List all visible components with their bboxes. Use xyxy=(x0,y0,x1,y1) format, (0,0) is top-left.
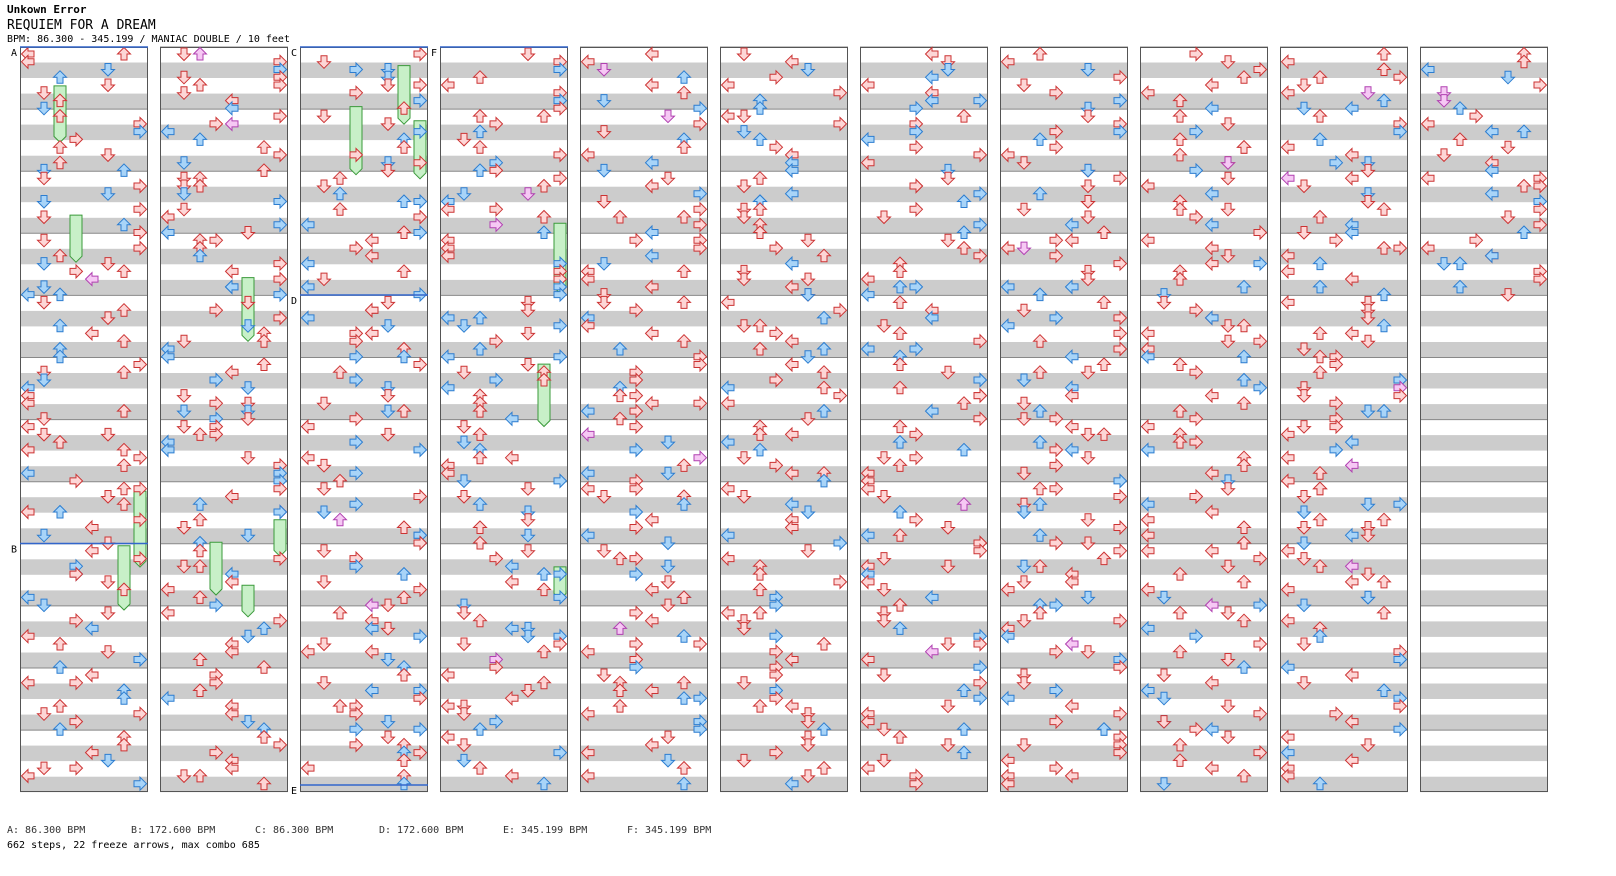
bpm-section-label: A xyxy=(11,48,17,59)
step-stats: 662 steps, 22 freeze arrows, max combo 6… xyxy=(7,840,260,851)
chart-column xyxy=(1280,46,1408,793)
bpm-section-label: E xyxy=(291,786,297,797)
freeze-arrow-icon xyxy=(397,65,411,125)
bpm-legend: A: 86.300 BPM B: 172.600 BPM C: 86.300 B… xyxy=(7,825,1007,839)
freeze-arrow-icon xyxy=(69,214,83,263)
bpm-legend-d: D: 172.600 BPM xyxy=(379,825,464,836)
chart-column xyxy=(720,46,848,793)
bpm-section-label: F xyxy=(431,48,437,59)
song-title: REQUIEM FOR A DREAM xyxy=(7,18,156,33)
chart-column xyxy=(160,46,288,793)
song-info: BPM: 86.300 - 345.199 / MANIAC DOUBLE / … xyxy=(7,34,290,45)
chart-column xyxy=(300,46,428,793)
chart-column xyxy=(1000,46,1128,793)
bpm-legend-b: B: 172.600 BPM xyxy=(131,825,216,836)
chart-column xyxy=(1140,46,1268,793)
freeze-arrow-icon xyxy=(349,106,363,176)
chart-column xyxy=(20,46,148,793)
chart-column xyxy=(1420,46,1548,793)
song-artist: Unkown Error xyxy=(7,3,87,16)
chart-column xyxy=(860,46,988,793)
bpm-legend-c: C: 86.300 BPM xyxy=(255,825,334,836)
bpm-legend-e: E: 345.199 BPM xyxy=(503,825,588,836)
bpm-legend-a: A: 86.300 BPM xyxy=(7,825,86,836)
freeze-arrow-icon xyxy=(273,519,287,558)
bpm-section-label: C xyxy=(291,48,297,59)
chart-column xyxy=(580,46,708,793)
freeze-arrow-icon xyxy=(209,541,223,596)
bpm-legend-f: F: 345.199 BPM xyxy=(627,825,712,836)
chart-column xyxy=(440,46,568,793)
bpm-section-label: B xyxy=(11,545,17,556)
freeze-arrow-icon xyxy=(117,545,131,611)
bpm-section-label: D xyxy=(291,296,297,307)
freeze-arrow-icon xyxy=(241,584,255,618)
